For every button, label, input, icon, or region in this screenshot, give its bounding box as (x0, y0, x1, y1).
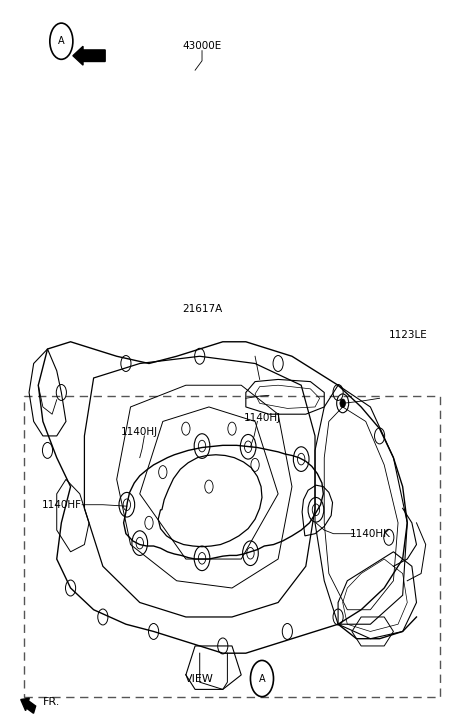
Text: 1140HJ: 1140HJ (243, 413, 280, 423)
Text: 1123LE: 1123LE (388, 329, 426, 340)
Bar (25, 396, 438, 696)
Circle shape (339, 399, 345, 408)
Text: FR.: FR. (43, 697, 60, 707)
FancyArrow shape (73, 47, 105, 65)
Text: 1140HK: 1140HK (349, 529, 390, 539)
Text: VIEW: VIEW (184, 673, 213, 683)
Text: A: A (58, 36, 64, 47)
Text: A: A (258, 673, 265, 683)
FancyArrow shape (21, 698, 36, 713)
Text: 1140HJ: 1140HJ (121, 427, 158, 438)
Text: 1140HF: 1140HF (41, 499, 81, 510)
Text: 21617A: 21617A (182, 304, 222, 314)
Text: 43000E: 43000E (182, 41, 221, 52)
